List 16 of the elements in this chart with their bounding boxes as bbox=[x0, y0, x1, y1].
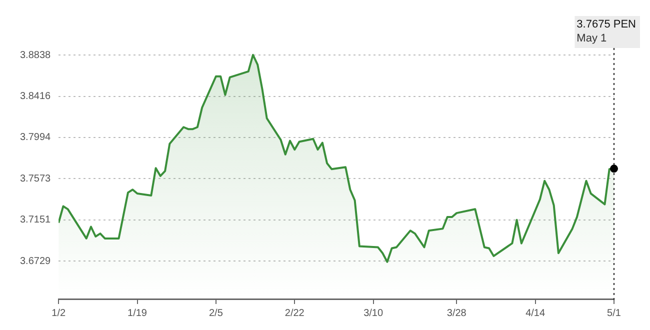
y-tick-label: 3.7573 bbox=[20, 173, 52, 184]
x-tick-label: 1/19 bbox=[128, 308, 148, 319]
x-tick-label: 3/28 bbox=[446, 308, 467, 319]
y-tick-label: 3.7994 bbox=[20, 132, 52, 144]
x-tick-label: 4/14 bbox=[526, 308, 546, 319]
x-tick-label: 2/22 bbox=[284, 308, 305, 319]
text: 3.7675 PEN bbox=[576, 18, 636, 31]
y-tick-label: 3.6729 bbox=[20, 256, 52, 267]
y-tick-label: 3.8416 bbox=[20, 91, 52, 102]
x-tick-label: 3/10 bbox=[364, 308, 384, 319]
y-tick-label: 3.7151 bbox=[20, 214, 52, 226]
x-tick-label: 5/1 bbox=[607, 308, 622, 319]
x-tick-label: 1/2 bbox=[52, 308, 66, 319]
x-tick-label: 2/5 bbox=[209, 308, 224, 319]
y-tick-label: 3.8838 bbox=[20, 50, 52, 61]
text: May 1 bbox=[576, 32, 607, 45]
